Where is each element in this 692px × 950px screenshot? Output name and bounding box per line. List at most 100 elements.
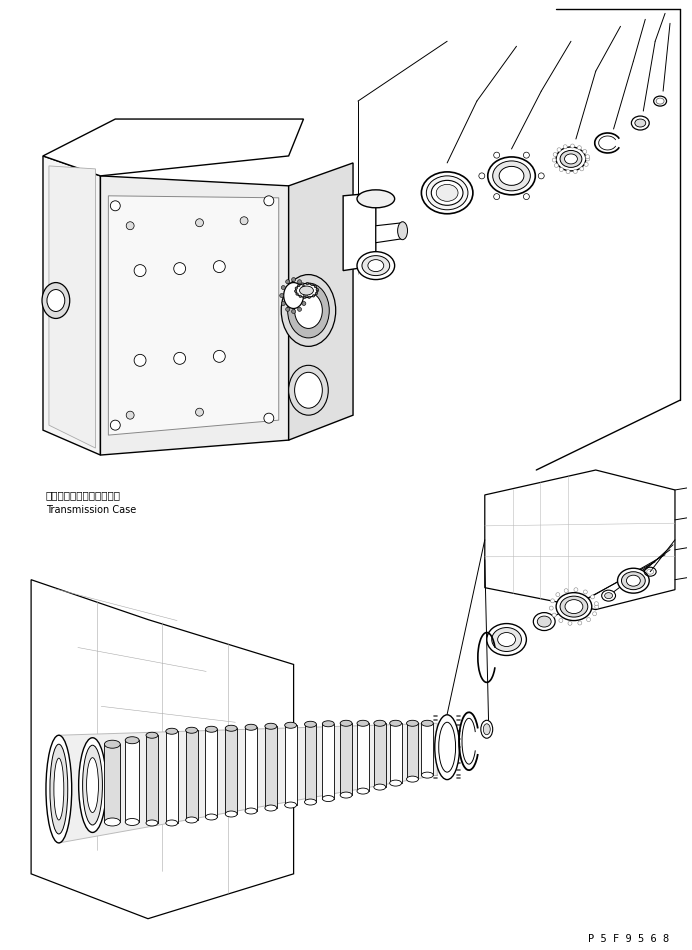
Ellipse shape: [492, 628, 522, 652]
Ellipse shape: [86, 758, 98, 812]
Ellipse shape: [54, 758, 64, 820]
Ellipse shape: [245, 724, 257, 731]
Ellipse shape: [486, 623, 527, 656]
Polygon shape: [376, 222, 403, 242]
Ellipse shape: [46, 735, 72, 843]
Ellipse shape: [304, 799, 316, 805]
Circle shape: [552, 158, 556, 162]
Circle shape: [282, 301, 285, 306]
Ellipse shape: [621, 572, 645, 590]
Ellipse shape: [265, 723, 277, 730]
Circle shape: [559, 618, 563, 622]
Ellipse shape: [374, 720, 385, 726]
Ellipse shape: [289, 366, 328, 415]
Ellipse shape: [406, 720, 419, 726]
Circle shape: [291, 310, 295, 314]
Circle shape: [316, 288, 318, 291]
Polygon shape: [245, 728, 257, 811]
Ellipse shape: [340, 792, 352, 798]
Polygon shape: [125, 740, 139, 822]
Ellipse shape: [245, 808, 257, 814]
Circle shape: [110, 200, 120, 211]
Circle shape: [308, 296, 311, 298]
Polygon shape: [304, 724, 316, 802]
Circle shape: [493, 152, 500, 158]
Ellipse shape: [295, 293, 322, 329]
Ellipse shape: [605, 593, 612, 598]
Ellipse shape: [284, 802, 297, 808]
Ellipse shape: [265, 805, 277, 811]
Circle shape: [302, 301, 306, 306]
Circle shape: [295, 287, 298, 290]
Circle shape: [584, 162, 588, 166]
Ellipse shape: [431, 180, 463, 205]
Circle shape: [493, 194, 500, 200]
Circle shape: [307, 282, 309, 285]
Ellipse shape: [226, 811, 237, 817]
Circle shape: [583, 149, 587, 154]
Circle shape: [296, 293, 298, 295]
Circle shape: [577, 145, 581, 150]
Circle shape: [314, 285, 317, 288]
Circle shape: [578, 621, 582, 625]
Circle shape: [315, 293, 318, 294]
Text: Transmission Case: Transmission Case: [46, 504, 136, 515]
Circle shape: [594, 601, 599, 606]
Ellipse shape: [556, 147, 586, 171]
Ellipse shape: [426, 176, 468, 210]
Circle shape: [563, 144, 567, 149]
Ellipse shape: [368, 259, 384, 272]
Circle shape: [264, 196, 274, 206]
Circle shape: [557, 148, 561, 152]
Ellipse shape: [146, 732, 158, 738]
Circle shape: [574, 169, 577, 174]
Text: トランスミッションケース: トランスミッションケース: [46, 490, 121, 500]
Ellipse shape: [635, 119, 646, 127]
Ellipse shape: [499, 166, 524, 185]
Ellipse shape: [42, 282, 70, 318]
Circle shape: [564, 589, 568, 593]
Polygon shape: [43, 156, 100, 455]
Polygon shape: [109, 196, 279, 435]
Circle shape: [298, 279, 302, 284]
Ellipse shape: [206, 814, 217, 820]
Ellipse shape: [104, 818, 120, 826]
Ellipse shape: [626, 575, 640, 586]
Circle shape: [574, 588, 578, 592]
Ellipse shape: [556, 593, 592, 620]
Circle shape: [196, 408, 203, 416]
Ellipse shape: [79, 738, 107, 832]
Circle shape: [312, 294, 315, 297]
Circle shape: [174, 262, 185, 275]
Ellipse shape: [295, 283, 318, 297]
Polygon shape: [421, 723, 433, 775]
Ellipse shape: [421, 172, 473, 214]
Polygon shape: [322, 724, 334, 799]
Circle shape: [213, 260, 226, 273]
Circle shape: [280, 294, 284, 297]
Ellipse shape: [47, 290, 65, 312]
Circle shape: [304, 294, 307, 297]
Ellipse shape: [125, 819, 139, 826]
Circle shape: [110, 420, 120, 430]
Circle shape: [566, 170, 570, 174]
Ellipse shape: [439, 722, 455, 772]
Ellipse shape: [166, 729, 178, 734]
Circle shape: [594, 604, 599, 609]
Circle shape: [556, 593, 560, 597]
Ellipse shape: [146, 820, 158, 826]
Ellipse shape: [185, 817, 197, 823]
Circle shape: [311, 283, 313, 286]
Polygon shape: [284, 725, 297, 805]
Polygon shape: [166, 732, 178, 823]
Ellipse shape: [284, 282, 304, 309]
Polygon shape: [265, 726, 277, 808]
Circle shape: [299, 295, 302, 297]
Ellipse shape: [357, 252, 394, 279]
Ellipse shape: [390, 720, 401, 726]
Ellipse shape: [357, 190, 394, 208]
Circle shape: [126, 411, 134, 419]
Ellipse shape: [631, 116, 649, 130]
Circle shape: [552, 613, 556, 618]
Ellipse shape: [398, 221, 408, 239]
